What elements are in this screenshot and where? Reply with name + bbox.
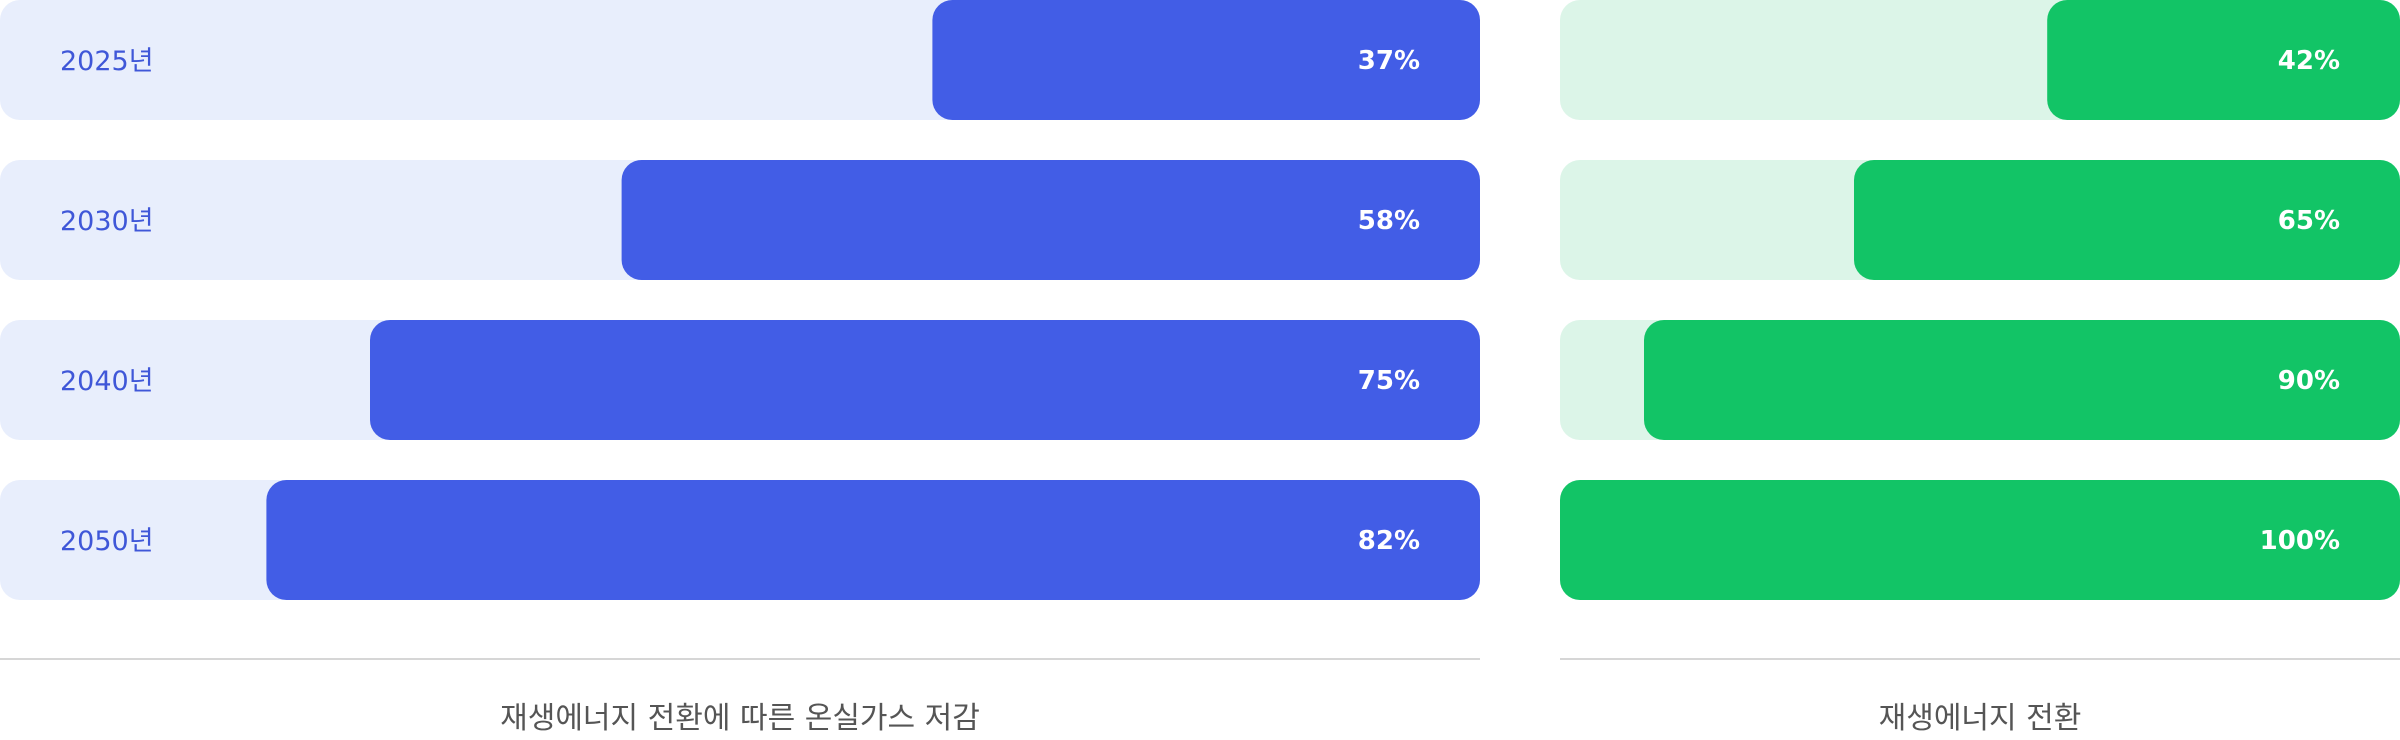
bar bbox=[370, 320, 1480, 440]
bar bbox=[2047, 0, 2400, 120]
bar bbox=[266, 480, 1480, 600]
bar bbox=[622, 160, 1480, 280]
category-label: 2040년 bbox=[60, 366, 154, 397]
bar-value-label: 65% bbox=[2278, 206, 2340, 236]
bar-value-label: 90% bbox=[2278, 366, 2340, 396]
bar-value-label: 100% bbox=[2260, 526, 2340, 556]
chart-caption: 재생에너지 전환에 따른 온실가스 저감 bbox=[500, 701, 980, 736]
bar-value-label: 42% bbox=[2278, 46, 2340, 76]
chart-caption: 재생에너지 전환 bbox=[1879, 701, 2082, 736]
bar-value-label: 58% bbox=[1358, 206, 1420, 236]
bar-value-label: 37% bbox=[1358, 46, 1420, 76]
category-label: 2030년 bbox=[60, 206, 154, 237]
category-label: 2025년 bbox=[60, 46, 154, 77]
category-label: 2050년 bbox=[60, 526, 154, 557]
bar-value-label: 75% bbox=[1358, 366, 1420, 396]
bar-value-label: 82% bbox=[1358, 526, 1420, 556]
